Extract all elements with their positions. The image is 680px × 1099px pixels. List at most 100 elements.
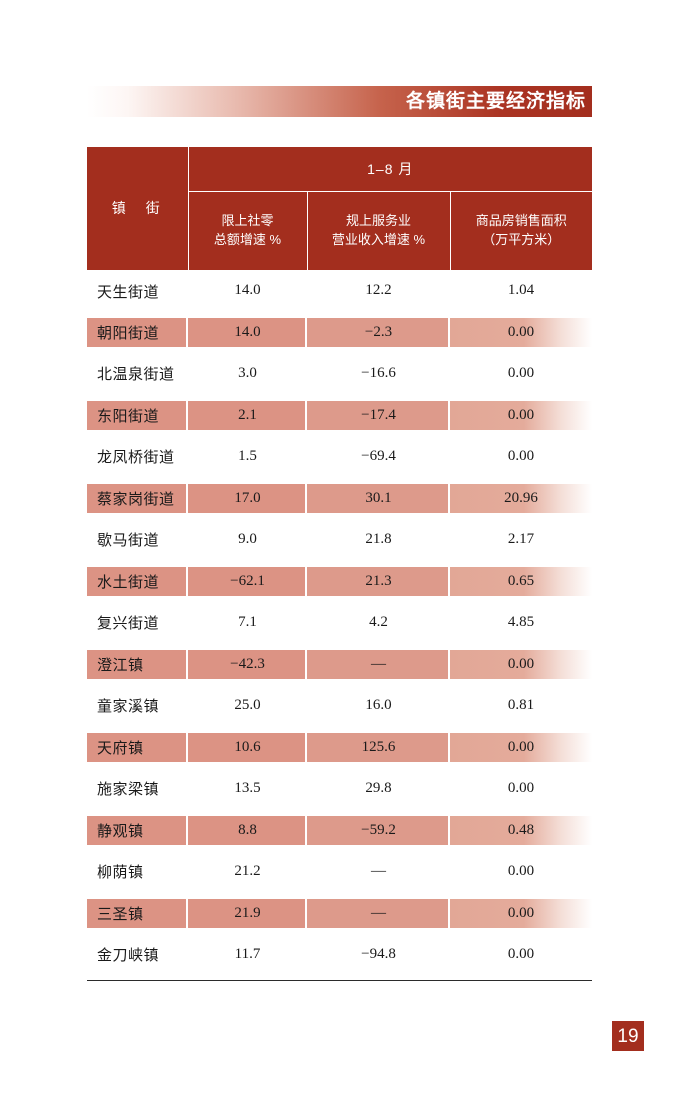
table-row: 施家梁镇 13.5 29.8 0.00	[87, 768, 592, 810]
cell-town-name: 金刀峡镇	[97, 948, 160, 965]
cell-retail-growth: 25.0	[234, 697, 261, 714]
cell-service-growth: 29.8	[365, 780, 392, 797]
cell-town-name: 澄江镇	[97, 657, 144, 674]
cell-housing-area: 0.00	[507, 323, 535, 340]
page-number-badge: 19	[612, 1021, 644, 1051]
cell-retail-growth: 14.0	[234, 323, 261, 340]
cell-service-growth: 16.0	[365, 697, 392, 714]
cell-service-growth: −2.3	[364, 323, 393, 340]
column-header-town: 镇 街	[87, 147, 189, 271]
cell-retail-growth: 13.5	[234, 780, 261, 797]
table-row: 歇马街道 9.0 21.8 2.17	[87, 519, 592, 561]
cell-retail-growth: 10.6	[234, 738, 261, 755]
cell-town-name: 天生街道	[97, 284, 160, 301]
cell-housing-area: 0.00	[507, 406, 535, 423]
cell-retail-growth: −62.1	[230, 572, 265, 589]
cell-service-growth: −17.4	[361, 406, 396, 423]
table-row: 金刀峡镇 11.7 −94.8 0.00	[87, 934, 592, 976]
cell-town-name: 水土街道	[97, 574, 160, 591]
cell-retail-growth: 14.0	[234, 282, 261, 299]
header-line-2: 营业收入增速 %	[331, 232, 426, 247]
cell-housing-area: 0.00	[507, 863, 535, 880]
table-bottom-rule	[87, 980, 592, 982]
table-row: 水土街道 −62.1 21.3 0.65	[87, 561, 592, 603]
table-row: 澄江镇 −42.3 — 0.00	[87, 644, 592, 686]
table-row: 天府镇 10.6 125.6 0.00	[87, 727, 592, 769]
cell-town-name: 复兴街道	[97, 616, 160, 633]
cell-retail-growth: 21.2	[234, 863, 261, 880]
cell-town-name: 三圣镇	[97, 906, 144, 923]
table-row: 静观镇 8.8 −59.2 0.48	[87, 810, 592, 852]
cell-town-name: 蔡家岗街道	[97, 491, 175, 508]
page-title: 各镇街主要经济指标	[405, 91, 586, 112]
cell-service-growth: −16.6	[361, 365, 396, 382]
cell-retail-growth: 8.8	[238, 821, 257, 838]
cell-retail-growth: 9.0	[238, 531, 257, 548]
table-row: 龙凤桥街道 1.5 −69.4 0.00	[87, 436, 592, 478]
cell-service-growth: —	[371, 904, 386, 921]
cell-service-growth: 12.2	[365, 282, 392, 299]
column-header-period: 1–8 月	[188, 147, 593, 192]
header-line-2: （万平方米）	[482, 232, 561, 247]
cell-housing-area: 0.65	[507, 572, 535, 589]
cell-housing-area: 0.00	[507, 448, 535, 465]
cell-retail-growth: 1.5	[238, 448, 257, 465]
economic-indicators-table-wrap: 镇 街 1–8 月 限上社零 总额增速 % 规上服务业 营业收入增速 % 商品房…	[87, 147, 593, 976]
cell-housing-area: 0.00	[507, 365, 535, 382]
cell-housing-area: 0.48	[507, 821, 535, 838]
cell-retail-growth: 17.0	[234, 489, 261, 506]
cell-housing-area: 2.17	[507, 531, 535, 548]
column-header-service-revenue-growth: 规上服务业 营业收入增速 %	[307, 191, 451, 270]
cell-service-growth: 125.6	[361, 738, 396, 755]
header-line-1: 限上社零	[221, 213, 274, 229]
table-row: 蔡家岗街道 17.0 30.1 20.96	[87, 478, 592, 520]
column-header-retail-growth: 限上社零 总额增速 %	[188, 191, 308, 270]
cell-service-growth: —	[371, 655, 386, 672]
cell-service-growth: −69.4	[361, 448, 396, 465]
table-row: 三圣镇 21.9 — 0.00	[87, 893, 592, 935]
cell-housing-area: 0.00	[507, 946, 535, 963]
title-banner: 各镇街主要经济指标	[87, 86, 592, 117]
table-row: 柳荫镇 21.2 — 0.00	[87, 851, 592, 893]
column-header-housing-sales-area: 商品房销售面积 （万平方米）	[450, 191, 593, 270]
cell-retail-growth: −42.3	[230, 655, 265, 672]
cell-service-growth: —	[371, 863, 386, 880]
cell-retail-growth: 7.1	[238, 614, 257, 631]
cell-town-name: 童家溪镇	[97, 699, 160, 716]
header-line-1: 商品房销售面积	[475, 213, 567, 229]
cell-town-name: 北温泉街道	[97, 367, 175, 384]
table-row: 北温泉街道 3.0 −16.6 0.00	[87, 353, 592, 395]
cell-town-name: 歇马街道	[97, 533, 160, 550]
cell-housing-area: 0.81	[507, 697, 535, 714]
cell-town-name: 柳荫镇	[97, 865, 144, 882]
cell-housing-area: 0.00	[507, 655, 535, 672]
cell-housing-area: 1.04	[507, 282, 535, 299]
cell-retail-growth: 21.9	[234, 904, 261, 921]
cell-service-growth: 30.1	[365, 489, 392, 506]
cell-retail-growth: 11.7	[234, 946, 261, 963]
table-body: 天生街道 14.0 12.2 1.04 朝阳街道 14.0 −2.3 0.00 北温泉街道 3.0…	[87, 270, 592, 976]
economic-indicators-table: 镇 街 1–8 月 限上社零 总额增速 % 规上服务业 营业收入增速 % 商品房…	[87, 147, 593, 976]
cell-housing-area: 4.85	[507, 614, 535, 631]
cell-town-name: 天府镇	[97, 740, 144, 757]
cell-town-name: 静观镇	[97, 823, 144, 840]
table-row: 复兴街道 7.1 4.2 4.85	[87, 602, 592, 644]
cell-retail-growth: 2.1	[238, 406, 257, 423]
cell-town-name: 施家梁镇	[97, 782, 160, 799]
cell-service-growth: 21.8	[365, 531, 392, 548]
cell-town-name: 龙凤桥街道	[97, 450, 175, 467]
cell-housing-area: 0.00	[507, 904, 535, 921]
table-row: 童家溪镇 25.0 16.0 0.81	[87, 685, 592, 727]
table-header: 镇 街 1–8 月 限上社零 总额增速 % 规上服务业 营业收入增速 % 商品房…	[87, 147, 593, 271]
table-row: 朝阳街道 14.0 −2.3 0.00	[87, 312, 592, 354]
header-line-1: 规上服务业	[345, 213, 411, 229]
cell-town-name: 东阳街道	[97, 408, 160, 425]
table-row: 天生街道 14.0 12.2 1.04	[87, 270, 592, 312]
header-line-2: 总额增速 %	[213, 232, 282, 247]
cell-town-name: 朝阳街道	[97, 325, 160, 342]
cell-housing-area: 0.00	[507, 780, 535, 797]
cell-housing-area: 0.00	[507, 738, 535, 755]
table-row: 东阳街道 2.1 −17.4 0.00	[87, 395, 592, 437]
cell-service-growth: −59.2	[361, 821, 396, 838]
